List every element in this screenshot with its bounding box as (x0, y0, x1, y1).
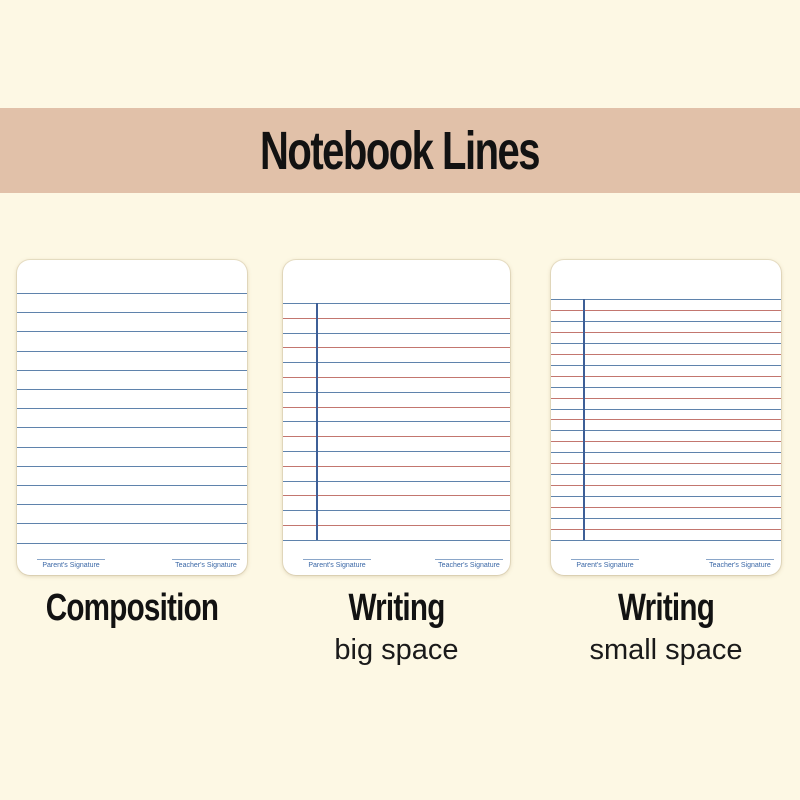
parent-signature-label: Parent's Signature (42, 562, 100, 569)
blue-rule-line (551, 364, 781, 366)
red-rule-line (551, 485, 781, 487)
parent-signature-label: Parent's Signature (576, 562, 634, 569)
blue-rule-line (551, 299, 781, 300)
blue-rule-line (283, 362, 510, 364)
blue-rule-line (17, 446, 247, 448)
blue-rule-line (551, 386, 781, 388)
margin-line (316, 303, 318, 540)
blue-rule-line (551, 408, 781, 410)
signature-rule (571, 559, 639, 560)
red-rule-line (283, 465, 510, 467)
signature-rule (37, 559, 105, 560)
red-rule-line (283, 525, 510, 526)
teacher-signature: Teacher's Signature (706, 559, 774, 569)
blue-rule-line (17, 485, 247, 486)
blue-rule-line (17, 408, 247, 410)
blue-rule-line (17, 389, 247, 390)
blue-rule-line (551, 452, 781, 454)
notebook-page-writing-small-space: Parent's Signature Teacher's Signature (551, 260, 781, 575)
blue-rule-line (17, 293, 247, 294)
teacher-signature: Teacher's Signature (435, 559, 503, 569)
caption-writing-small: Writing (617, 587, 715, 629)
red-rule-line (283, 495, 510, 497)
blue-rule-line (283, 303, 510, 304)
blue-rule-line (17, 369, 247, 371)
blue-rule-line (17, 504, 247, 506)
subcaption-small-space: small space (589, 634, 743, 666)
parent-signature-label: Parent's Signature (308, 562, 366, 569)
notebook-page-composition: Parent's Signature Teacher's Signature (17, 260, 247, 575)
teacher-signature-label: Teacher's Signature (175, 562, 237, 569)
blue-rule-line (551, 342, 781, 344)
notebook-writing-big-space: Parent's Signature Teacher's Signature W… (283, 260, 510, 665)
red-rule-line (283, 347, 510, 349)
red-rule-line (283, 377, 510, 378)
blue-rule-line (551, 496, 781, 498)
teacher-signature-label: Teacher's Signature (709, 562, 771, 569)
teacher-signature: Teacher's Signature (172, 559, 240, 569)
blue-rule-line (283, 480, 510, 482)
blue-rule-line (17, 427, 247, 429)
subcaption-big-space: big space (334, 634, 459, 666)
red-rule-line (551, 375, 781, 377)
red-rule-line (551, 528, 781, 530)
red-rule-line (283, 317, 510, 319)
parent-signature: Parent's Signature (37, 559, 105, 569)
signature-row: Parent's Signature Teacher's Signature (303, 559, 503, 569)
signature-row: Parent's Signature Teacher's Signature (571, 559, 774, 569)
signature-rule (303, 559, 371, 560)
blue-rule-line (283, 421, 510, 423)
red-rule-line (551, 397, 781, 399)
blue-rule-line (283, 451, 510, 452)
signature-rule (435, 559, 503, 560)
blue-rule-line (17, 312, 247, 314)
signature-rule (172, 559, 240, 560)
signature-rule (706, 559, 774, 560)
red-rule-line (551, 463, 781, 465)
notebook-writing-small-space: Parent's Signature Teacher's Signature W… (551, 260, 781, 665)
blue-rule-line (551, 539, 781, 541)
page-title: Notebook Lines (260, 120, 540, 181)
blue-rule-line (283, 332, 510, 334)
blue-rule-line (17, 523, 247, 525)
blue-rule-line (283, 510, 510, 512)
margin-line (583, 299, 585, 540)
blue-rule-line (551, 518, 781, 519)
blue-rule-line (17, 542, 247, 544)
red-rule-line (551, 507, 781, 509)
red-rule-line (551, 331, 781, 333)
blue-rule-line (551, 320, 781, 322)
red-rule-line (551, 353, 781, 355)
blue-rule-line (283, 539, 510, 541)
blue-rule-line (17, 331, 247, 333)
red-rule-line (283, 406, 510, 408)
blue-rule-line (17, 465, 247, 467)
red-rule-line (283, 436, 510, 438)
notebook-composition: Parent's Signature Teacher's Signature C… (17, 260, 247, 627)
red-rule-line (551, 441, 781, 443)
signature-row: Parent's Signature Teacher's Signature (37, 559, 240, 569)
title-banner: Notebook Lines (0, 108, 800, 193)
red-rule-line (551, 309, 781, 311)
parent-signature: Parent's Signature (303, 559, 371, 569)
caption-writing-big: Writing (348, 587, 445, 629)
caption-composition: Composition (45, 587, 219, 629)
blue-rule-line (551, 474, 781, 476)
teacher-signature-label: Teacher's Signature (438, 562, 500, 569)
notebook-page-writing-big-space: Parent's Signature Teacher's Signature (283, 260, 510, 575)
parent-signature: Parent's Signature (571, 559, 639, 569)
blue-rule-line (17, 350, 247, 352)
blue-rule-line (283, 391, 510, 393)
red-rule-line (551, 419, 781, 421)
blue-rule-line (551, 430, 781, 432)
